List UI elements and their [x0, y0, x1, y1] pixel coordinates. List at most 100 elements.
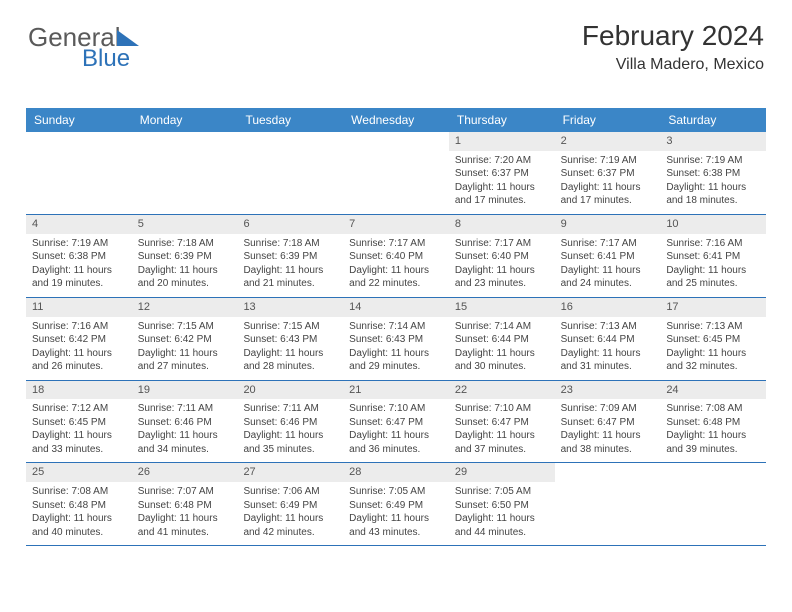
- sunrise-text: Sunrise: 7:18 AM: [243, 237, 337, 251]
- day-cell: 9Sunrise: 7:17 AMSunset: 6:41 PMDaylight…: [555, 215, 661, 297]
- daylight1-text: Daylight: 11 hours: [243, 264, 337, 278]
- daylight2-text: and 33 minutes.: [32, 443, 126, 457]
- day-cell: [660, 463, 766, 545]
- daylight2-text: and 41 minutes.: [138, 526, 232, 540]
- day-cell: 6Sunrise: 7:18 AMSunset: 6:39 PMDaylight…: [237, 215, 343, 297]
- day-cell: 29Sunrise: 7:05 AMSunset: 6:50 PMDayligh…: [449, 463, 555, 545]
- daylight2-text: and 43 minutes.: [349, 526, 443, 540]
- daylight1-text: Daylight: 11 hours: [561, 429, 655, 443]
- sunset-text: Sunset: 6:37 PM: [561, 167, 655, 181]
- sunrise-text: Sunrise: 7:18 AM: [138, 237, 232, 251]
- day-cell: 2 Sunrise: 7:19 AMSunset: 6:37 PMDaylight…: [555, 132, 661, 214]
- daylight1-text: Daylight: 11 hours: [455, 429, 549, 443]
- daylight2-text: and 19 minutes.: [32, 277, 126, 291]
- day-number: 27: [237, 463, 343, 482]
- daylight2-text: and 20 minutes.: [138, 277, 232, 291]
- daylight2-text: and 31 minutes.: [561, 360, 655, 374]
- sunrise-text: Sunrise: 7:13 AM: [561, 320, 655, 334]
- day-number: 24: [660, 381, 766, 400]
- day-number: 4: [26, 215, 132, 234]
- day-number: 19: [132, 381, 238, 400]
- day-number: 29: [449, 463, 555, 482]
- day-cell: 10Sunrise: 7:16 AMSunset: 6:41 PMDayligh…: [660, 215, 766, 297]
- sunset-text: Sunset: 6:41 PM: [561, 250, 655, 264]
- daylight2-text: and 40 minutes.: [32, 526, 126, 540]
- sunrise-text: Sunrise: 7:14 AM: [349, 320, 443, 334]
- daylight1-text: Daylight: 11 hours: [455, 512, 549, 526]
- daylight2-text: and 36 minutes.: [349, 443, 443, 457]
- day-cell: 5Sunrise: 7:18 AMSunset: 6:39 PMDaylight…: [132, 215, 238, 297]
- day-header-thu: Thursday: [449, 108, 555, 132]
- daylight2-text: and 18 minutes.: [666, 194, 760, 208]
- sunset-text: Sunset: 6:48 PM: [138, 499, 232, 513]
- sunset-text: Sunset: 6:38 PM: [666, 167, 760, 181]
- day-cell: 23Sunrise: 7:09 AMSunset: 6:47 PMDayligh…: [555, 381, 661, 463]
- day-cell: 19Sunrise: 7:11 AMSunset: 6:46 PMDayligh…: [132, 381, 238, 463]
- sunset-text: Sunset: 6:49 PM: [349, 499, 443, 513]
- day-cell: 13Sunrise: 7:15 AMSunset: 6:43 PMDayligh…: [237, 298, 343, 380]
- daylight1-text: Daylight: 11 hours: [349, 347, 443, 361]
- week-row: 1Sunrise: 7:20 AMSunset: 6:37 PMDaylight…: [26, 132, 766, 215]
- sunset-text: Sunset: 6:48 PM: [32, 499, 126, 513]
- day-cell: 3Sunrise: 7:19 AMSunset: 6:38 PMDaylight…: [660, 132, 766, 214]
- sunrise-text: Sunrise: 7:19 AM: [561, 154, 655, 168]
- daylight2-text: and 37 minutes.: [455, 443, 549, 457]
- day-cell: 4Sunrise: 7:19 AMSunset: 6:38 PMDaylight…: [26, 215, 132, 297]
- sunset-text: Sunset: 6:43 PM: [243, 333, 337, 347]
- day-number: 28: [343, 463, 449, 482]
- daylight2-text: and 26 minutes.: [32, 360, 126, 374]
- daylight1-text: Daylight: 11 hours: [138, 512, 232, 526]
- daylight2-text: and 21 minutes.: [243, 277, 337, 291]
- day-number: 2: [555, 132, 661, 151]
- day-number: 17: [660, 298, 766, 317]
- day-number: 10: [660, 215, 766, 234]
- day-cell: 7Sunrise: 7:17 AMSunset: 6:40 PMDaylight…: [343, 215, 449, 297]
- sunrise-text: Sunrise: 7:13 AM: [666, 320, 760, 334]
- week-row: 25Sunrise: 7:08 AMSunset: 6:48 PMDayligh…: [26, 463, 766, 546]
- daylight1-text: Daylight: 11 hours: [666, 429, 760, 443]
- daylight1-text: Daylight: 11 hours: [138, 347, 232, 361]
- day-cell: 14Sunrise: 7:14 AMSunset: 6:43 PMDayligh…: [343, 298, 449, 380]
- day-header-sat: Saturday: [660, 108, 766, 132]
- day-header-fri: Friday: [555, 108, 661, 132]
- daylight1-text: Daylight: 11 hours: [561, 347, 655, 361]
- day-number: 21: [343, 381, 449, 400]
- day-number: 5: [132, 215, 238, 234]
- daylight1-text: Daylight: 11 hours: [666, 347, 760, 361]
- sunrise-text: Sunrise: 7:12 AM: [32, 402, 126, 416]
- sunrise-text: Sunrise: 7:05 AM: [455, 485, 549, 499]
- day-number: 3: [660, 132, 766, 151]
- sunset-text: Sunset: 6:38 PM: [32, 250, 126, 264]
- day-cell: 21Sunrise: 7:10 AMSunset: 6:47 PMDayligh…: [343, 381, 449, 463]
- daylight2-text: and 17 minutes.: [561, 194, 655, 208]
- day-cell: 8Sunrise: 7:17 AMSunset: 6:40 PMDaylight…: [449, 215, 555, 297]
- sunset-text: Sunset: 6:44 PM: [455, 333, 549, 347]
- day-number: 23: [555, 381, 661, 400]
- sunrise-text: Sunrise: 7:06 AM: [243, 485, 337, 499]
- week-row: 11Sunrise: 7:16 AMSunset: 6:42 PMDayligh…: [26, 298, 766, 381]
- sunset-text: Sunset: 6:46 PM: [243, 416, 337, 430]
- daylight1-text: Daylight: 11 hours: [243, 347, 337, 361]
- day-number: 12: [132, 298, 238, 317]
- daylight1-text: Daylight: 11 hours: [455, 347, 549, 361]
- daylight2-text: and 44 minutes.: [455, 526, 549, 540]
- daylight1-text: Daylight: 11 hours: [243, 512, 337, 526]
- sunset-text: Sunset: 6:39 PM: [243, 250, 337, 264]
- sunrise-text: Sunrise: 7:16 AM: [32, 320, 126, 334]
- day-cell: 24Sunrise: 7:08 AMSunset: 6:48 PMDayligh…: [660, 381, 766, 463]
- day-number: 18: [26, 381, 132, 400]
- daylight2-text: and 17 minutes.: [455, 194, 549, 208]
- sunset-text: Sunset: 6:47 PM: [561, 416, 655, 430]
- day-cell: 22Sunrise: 7:10 AMSunset: 6:47 PMDayligh…: [449, 381, 555, 463]
- daylight1-text: Daylight: 11 hours: [455, 181, 549, 195]
- sunrise-text: Sunrise: 7:20 AM: [455, 154, 549, 168]
- daylight1-text: Daylight: 11 hours: [243, 429, 337, 443]
- day-number: 26: [132, 463, 238, 482]
- day-number: 22: [449, 381, 555, 400]
- day-cell: [237, 132, 343, 214]
- daylight1-text: Daylight: 11 hours: [561, 181, 655, 195]
- sunrise-text: Sunrise: 7:15 AM: [243, 320, 337, 334]
- calendar: Sunday Monday Tuesday Wednesday Thursday…: [26, 108, 766, 546]
- weeks-container: 1Sunrise: 7:20 AMSunset: 6:37 PMDaylight…: [26, 132, 766, 546]
- header-right: February 2024 Villa Madero, Mexico: [582, 20, 764, 74]
